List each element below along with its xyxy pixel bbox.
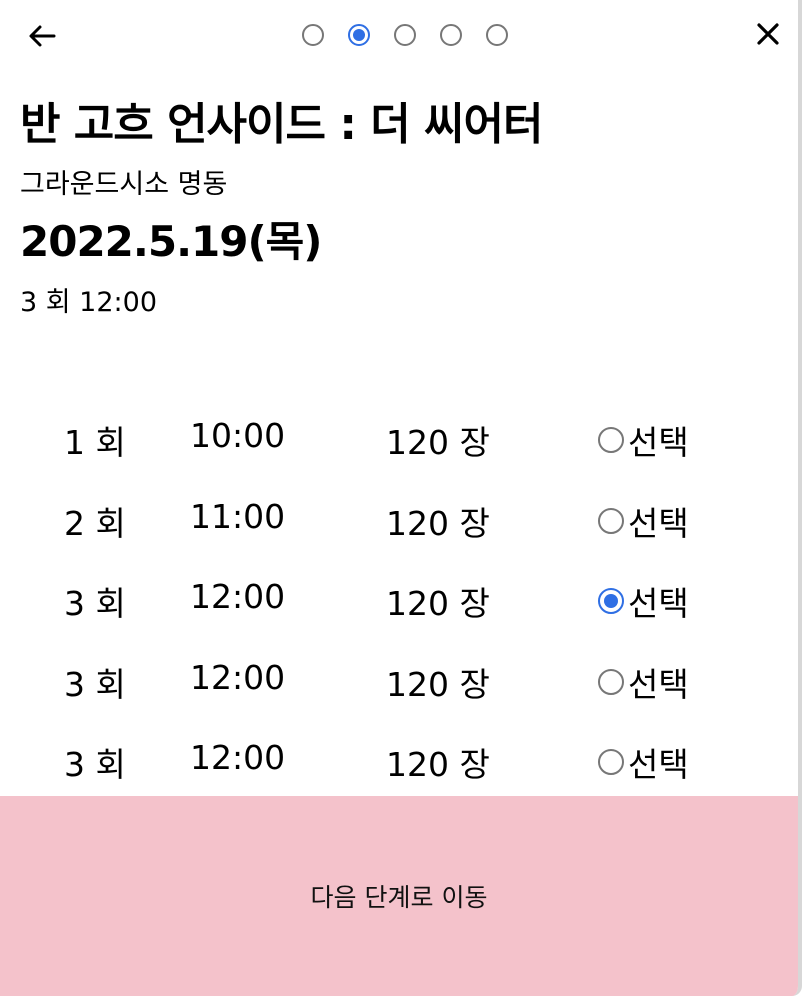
session-seats: 120 장 (386, 416, 490, 464)
close-button[interactable] (750, 16, 786, 52)
step-dot-4 (440, 24, 462, 46)
session-round: 3 회 (64, 577, 126, 625)
session-row: 2 회 11:00 120 장 선택 (0, 477, 798, 558)
session-row: 3 회 12:00 120 장 선택 (0, 638, 798, 719)
session-radio[interactable] (598, 588, 624, 614)
session-time: 12:00 (190, 577, 285, 616)
session-list: 1 회 10:00 120 장 선택 2 회 11:00 120 장 선택 3 회 12:00 12… (0, 396, 798, 799)
step-dot-5 (486, 24, 508, 46)
session-radio[interactable] (598, 669, 624, 695)
step-dot-2 (348, 24, 370, 46)
step-indicator (302, 24, 508, 52)
arrow-left-icon (28, 24, 56, 48)
session-seats: 120 장 (386, 497, 490, 545)
session-select[interactable]: 선택 (598, 497, 689, 545)
session-seats: 120 장 (386, 658, 490, 706)
next-step-button[interactable]: 다음 단계로 이동 (0, 796, 798, 996)
session-round: 1 회 (64, 416, 126, 464)
session-time: 12:00 (190, 738, 285, 777)
session-radio[interactable] (598, 508, 624, 534)
session-select-label: 선택 (628, 577, 689, 625)
session-seats: 120 장 (386, 738, 490, 786)
event-date: 2022.5.19(목) (20, 208, 322, 269)
event-title: 반 고흐 언사이드 : 더 씨어터 (20, 88, 542, 152)
session-select[interactable]: 선택 (598, 577, 689, 625)
session-time: 10:00 (190, 416, 285, 455)
next-step-label: 다음 단계로 이동 (311, 878, 488, 914)
session-row: 3 회 12:00 120 장 선택 (0, 718, 798, 799)
session-row: 1 회 10:00 120 장 선택 (0, 396, 798, 477)
session-row: 3 회 12:00 120 장 선택 (0, 557, 798, 638)
session-select[interactable]: 선택 (598, 658, 689, 706)
close-icon (756, 22, 780, 46)
session-select-label: 선택 (628, 658, 689, 706)
session-select[interactable]: 선택 (598, 416, 689, 464)
selected-session-summary: 3 회 12:00 (20, 280, 157, 319)
session-radio[interactable] (598, 749, 624, 775)
session-time: 12:00 (190, 658, 285, 697)
session-round: 3 회 (64, 658, 126, 706)
session-round: 2 회 (64, 497, 126, 545)
session-round: 3 회 (64, 738, 126, 786)
session-radio[interactable] (598, 427, 624, 453)
event-venue: 그라운드시소 명동 (20, 162, 227, 201)
session-seats: 120 장 (386, 577, 490, 625)
session-select-label: 선택 (628, 497, 689, 545)
step-dot-3 (394, 24, 416, 46)
back-button[interactable] (22, 18, 62, 54)
session-select-label: 선택 (628, 416, 689, 464)
top-bar (0, 0, 798, 74)
session-time: 11:00 (190, 497, 285, 536)
step-dot-1 (302, 24, 324, 46)
session-select[interactable]: 선택 (598, 738, 689, 786)
session-select-label: 선택 (628, 738, 689, 786)
